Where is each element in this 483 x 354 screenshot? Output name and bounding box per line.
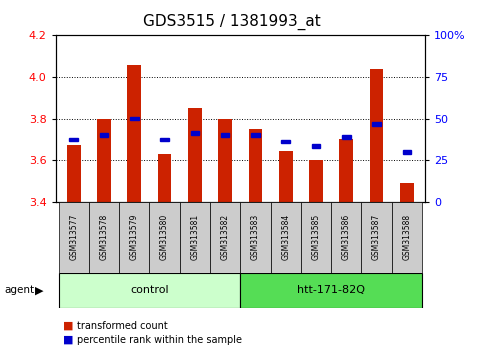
FancyBboxPatch shape xyxy=(180,202,210,273)
Bar xyxy=(97,119,111,202)
FancyBboxPatch shape xyxy=(361,202,392,273)
Bar xyxy=(160,137,169,141)
FancyBboxPatch shape xyxy=(119,202,149,273)
FancyBboxPatch shape xyxy=(89,202,119,273)
Text: GSM313578: GSM313578 xyxy=(99,214,109,260)
Bar xyxy=(251,133,260,137)
Bar xyxy=(70,137,78,141)
FancyBboxPatch shape xyxy=(210,202,241,273)
FancyBboxPatch shape xyxy=(331,202,361,273)
Bar xyxy=(128,64,141,202)
Text: GSM313588: GSM313588 xyxy=(402,214,412,260)
Text: ▶: ▶ xyxy=(35,285,44,295)
Text: percentile rank within the sample: percentile rank within the sample xyxy=(77,335,242,345)
Text: GSM313579: GSM313579 xyxy=(130,214,139,261)
Bar xyxy=(67,144,81,202)
Text: GSM313584: GSM313584 xyxy=(281,214,290,260)
Text: GSM313586: GSM313586 xyxy=(342,214,351,260)
Text: GSM313582: GSM313582 xyxy=(221,214,229,260)
Text: GSM313577: GSM313577 xyxy=(69,214,78,261)
Bar xyxy=(100,133,108,137)
FancyBboxPatch shape xyxy=(301,202,331,273)
Bar xyxy=(249,129,262,202)
Bar xyxy=(370,69,384,202)
Text: GSM313581: GSM313581 xyxy=(190,214,199,260)
Text: transformed count: transformed count xyxy=(77,321,168,331)
Text: ■: ■ xyxy=(63,335,73,345)
Bar xyxy=(279,151,293,202)
Bar xyxy=(218,119,232,202)
Bar xyxy=(188,108,202,202)
FancyBboxPatch shape xyxy=(58,202,89,273)
Bar xyxy=(130,117,139,120)
Bar xyxy=(372,122,381,126)
Bar xyxy=(400,183,413,202)
FancyBboxPatch shape xyxy=(149,202,180,273)
Bar xyxy=(312,144,320,148)
Bar xyxy=(282,139,290,143)
Text: ■: ■ xyxy=(63,321,73,331)
Text: htt-171-82Q: htt-171-82Q xyxy=(297,285,365,295)
FancyBboxPatch shape xyxy=(270,202,301,273)
Text: GSM313583: GSM313583 xyxy=(251,214,260,260)
Text: GSM313580: GSM313580 xyxy=(160,214,169,260)
Bar xyxy=(191,131,199,135)
FancyBboxPatch shape xyxy=(241,202,270,273)
Text: control: control xyxy=(130,285,169,295)
Bar xyxy=(221,133,229,137)
Bar xyxy=(309,160,323,202)
Bar xyxy=(158,154,171,202)
Text: GSM313587: GSM313587 xyxy=(372,214,381,260)
Bar xyxy=(342,136,351,139)
FancyBboxPatch shape xyxy=(392,202,422,273)
FancyBboxPatch shape xyxy=(58,273,241,308)
Bar xyxy=(340,139,353,202)
FancyBboxPatch shape xyxy=(241,273,422,308)
Text: agent: agent xyxy=(5,285,35,295)
Bar xyxy=(403,150,411,154)
Text: GSM313585: GSM313585 xyxy=(312,214,321,260)
Text: GDS3515 / 1381993_at: GDS3515 / 1381993_at xyxy=(143,14,321,30)
